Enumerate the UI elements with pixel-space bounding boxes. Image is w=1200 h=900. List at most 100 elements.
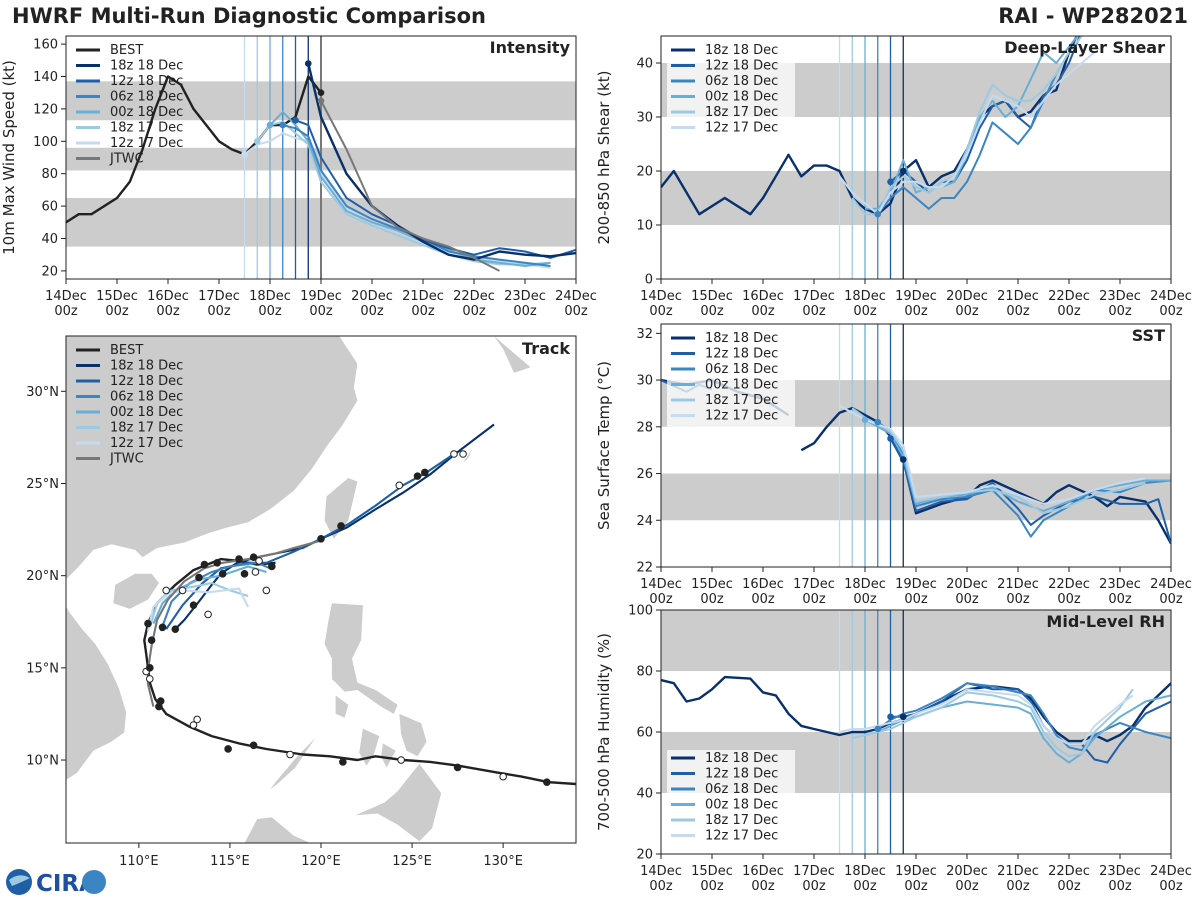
x-tick-label-hour: 00z [1108,592,1132,607]
y-tick-label: 20 [41,264,58,279]
lat-tick-label: 20°N [26,569,59,584]
x-tick-label-date: 19Dec [895,864,937,879]
x-tick-label-date: 18Dec [844,289,886,304]
position-marker [235,555,243,563]
legend-background [667,330,795,429]
legend-label: 12z 18 Dec [110,374,183,389]
x-tick-label-hour: 00z [156,304,180,319]
x-tick-label-hour: 00z [904,879,928,894]
x-tick-label-hour: 00z [904,592,928,607]
legend-label: BEST [110,43,143,58]
track-line [143,557,576,786]
series-line [851,36,1083,216]
x-tick-label-hour: 00z [700,592,724,607]
position-marker [195,573,203,582]
x-tick-label-hour: 00z [802,304,826,319]
series-line [320,100,500,272]
y-axis-label: 200-850 hPa Shear (kt) [595,71,613,245]
init-marker [266,121,274,129]
x-tick-label-hour: 00z [258,304,282,319]
satellite-icon [82,870,106,894]
x-tick-label-hour: 00z [564,304,588,319]
y-tick-label: 40 [636,787,653,802]
cebu-island-land [381,743,396,768]
position-marker [189,601,198,609]
init-marker [861,416,869,424]
lon-tick-label: 110°E [119,854,159,869]
y-tick-label: 100 [628,604,653,619]
x-tick-label-date: 17Dec [198,289,240,304]
x-tick-label-hour: 00z [904,304,928,319]
position-marker [249,741,258,750]
position-marker [155,702,163,711]
legend-label: JTWC [109,452,144,467]
samar-leyte-land [399,713,427,757]
init-marker [874,210,882,218]
x-tick-label-hour: 00z [955,879,979,894]
lon-tick-label: 130°E [483,854,523,869]
series-line [269,111,551,267]
x-tick-label-hour: 00z [853,592,877,607]
lon-tick-label: 120°E [301,854,341,869]
x-tick-label-hour: 00z [411,304,435,319]
panel-title: Track [522,339,570,358]
cira-logo: CIRA [6,869,106,897]
x-tick-label-date: 20Dec [351,289,393,304]
legend-label: JTWC [109,152,144,167]
x-tick-label-date: 15Dec [691,864,733,879]
x-tick-label-hour: 00z [1006,879,1030,894]
init-marker [304,60,312,67]
legend-label: 18z 18 Dec [110,59,183,74]
x-tick-label-date: 22Dec [1048,577,1090,592]
series-line [307,63,576,261]
series-line [864,418,1171,512]
x-tick-label-hour: 00z [360,304,384,319]
y-tick-label: 32 [636,327,653,342]
series-line [889,438,1171,544]
x-tick-label-hour: 00z [105,304,129,319]
legend-label: 12z 17 Dec [705,121,778,136]
position-marker [339,758,347,766]
legend-label: 12z 18 Dec [110,74,183,89]
x-tick-label-date: 22Dec [1048,864,1090,879]
legend-label: 00z 18 Dec [110,105,183,120]
x-tick-label-date: 18Dec [844,864,886,879]
x-tick-label-hour: 00z [700,879,724,894]
legend-label: 12z 17 Dec [110,436,183,451]
page-title: HWRF Multi-Run Diagnostic Comparison [12,4,487,28]
position-marker [200,560,209,569]
legend-label: 12z 18 Dec [705,59,778,74]
x-tick-label-hour: 00z [1057,304,1081,319]
legend-label: 06z 18 Dec [705,782,778,797]
x-tick-label-date: 17Dec [793,577,835,592]
x-tick-label-hour: 00z [54,304,78,319]
x-tick-label-date: 17Dec [793,864,835,879]
series-line [838,51,1096,216]
borneo-north-land [244,817,311,843]
y-tick-label: 10 [636,219,653,234]
x-tick-label-date: 15Dec [96,289,138,304]
init-marker [279,121,287,129]
position-marker [249,553,258,562]
x-tick-label-hour: 00z [853,879,877,894]
x-tick-label-hour: 00z [649,304,673,319]
palawan-island-land [270,737,316,790]
x-tick-label-hour: 00z [1006,592,1030,607]
y-tick-label: 100 [33,135,58,150]
x-tick-label-date: 17Dec [793,289,835,304]
cloud-swirl-icon [9,875,30,886]
y-tick-label: 40 [636,57,653,72]
x-tick-label-date: 14Dec [640,864,682,879]
rh-panel: 2040608010014Dec00z15Dec00z16Dec00z17Dec… [595,604,1192,895]
taiwan-island-land [324,478,358,539]
position-marker [145,675,154,683]
position-marker [251,568,260,576]
position-marker [421,468,429,477]
x-tick-label-date: 14Dec [640,289,682,304]
x-tick-label-date: 16Dec [742,864,784,879]
storm-id: RAI - WP282021 [998,4,1188,28]
position-marker [499,772,507,781]
init-marker [317,97,325,105]
legend-label: 06z 18 Dec [110,90,183,105]
